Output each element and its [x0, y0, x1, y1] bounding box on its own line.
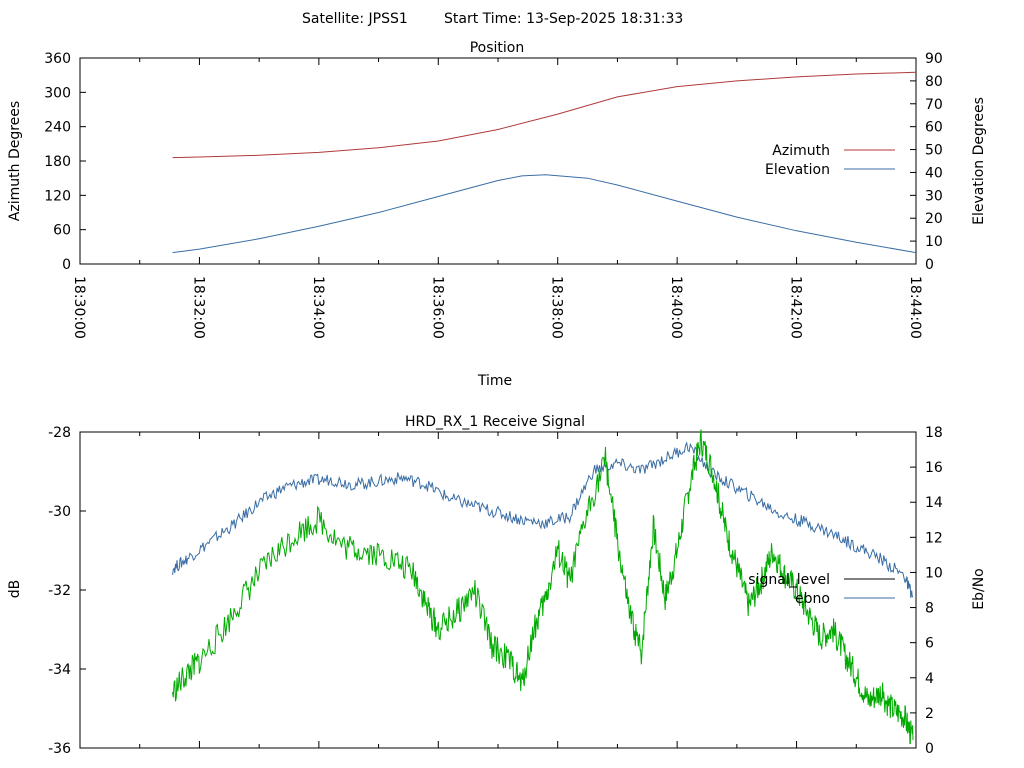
series-line-trace-2	[172, 429, 914, 745]
y-tick-label: 240	[44, 120, 71, 136]
series-line-Azimuth	[172, 71, 917, 159]
y-tick-label: 120	[44, 188, 71, 204]
position-plot: 0 60 120 180 240 300 360 0 10 20 30 40 50 60 70 80 90 18:…	[44, 51, 943, 339]
y2-tick-label: 0	[925, 257, 934, 273]
y-tick-label: 0	[62, 257, 71, 273]
x-tick-label: 18:38:00	[549, 276, 565, 339]
y2-tick-label: 10	[925, 234, 943, 250]
legend-label: Azimuth	[772, 143, 830, 159]
y2-tick-label: 12	[925, 530, 943, 546]
y2-tick-label: 40	[925, 165, 943, 181]
x-tick-label: 18:42:00	[788, 276, 804, 339]
y2-tick-label: 20	[925, 211, 943, 227]
x-tick-label: 18:32:00	[190, 276, 206, 339]
position-title: Position	[470, 40, 525, 56]
y-tick-label: -34	[48, 662, 71, 678]
legend-label: ebno	[795, 591, 830, 607]
position-ylabel: Azimuth Degrees	[7, 101, 23, 221]
x-tick-label: 18:36:00	[429, 276, 445, 339]
y-tick-label: -36	[48, 741, 71, 757]
legend-label: Elevation	[765, 162, 830, 178]
y-tick-label: 300	[44, 85, 71, 101]
y2-tick-label: 4	[925, 671, 934, 687]
plot-frame	[79, 57, 917, 265]
position-xlabel: Time	[477, 373, 512, 389]
signal-title: HRD_RX_1 Receive Signal	[405, 414, 585, 430]
y-tick-label: 180	[44, 154, 71, 170]
start-time-label: Start Time: 13-Sep-2025 18:31:33	[444, 11, 683, 27]
y2-tick-label: 10	[925, 565, 943, 581]
satellite-label: Satellite: JPSS1	[302, 11, 408, 27]
y2-tick-label: 6	[925, 636, 934, 652]
x-tick-label: 18:30:00	[71, 276, 87, 339]
y-tick-label: -30	[48, 504, 71, 520]
series-line-Elevation	[172, 174, 917, 254]
legend-label: signal_level	[748, 572, 830, 588]
signal-ylabel: dB	[7, 580, 23, 599]
y2-tick-label: 2	[925, 706, 934, 722]
plot-frame	[79, 431, 917, 749]
y2-tick-label: 90	[925, 51, 943, 67]
y-tick-label: 60	[53, 223, 71, 239]
y-tick-label: -32	[48, 583, 71, 599]
y-tick-label: 360	[44, 51, 71, 67]
y2-tick-label: 8	[925, 601, 934, 617]
x-tick-label: 18:34:00	[310, 276, 326, 339]
signal-plot: -28 -30 -32 -34 -36 0 2 4 6 8 10 12 14 16 18 signal_lev…	[48, 425, 943, 757]
x-tick-label: 18:44:00	[907, 276, 923, 339]
series-line-ebno	[172, 441, 914, 598]
y2-tick-label: 60	[925, 120, 943, 136]
y2-tick-label: 50	[925, 143, 943, 159]
y2-tick-label: 30	[925, 188, 943, 204]
y2-tick-label: 16	[925, 460, 943, 476]
y2-tick-label: 0	[925, 741, 934, 757]
position-y2label: Elevation Degrees	[971, 97, 987, 225]
y2-tick-label: 70	[925, 97, 943, 113]
y2-tick-label: 18	[925, 425, 943, 441]
y2-tick-label: 14	[925, 495, 943, 511]
signal-y2label: Eb/No	[971, 568, 987, 610]
y-tick-label: -28	[48, 425, 71, 441]
y2-tick-label: 80	[925, 74, 943, 90]
x-tick-label: 18:40:00	[668, 276, 684, 339]
